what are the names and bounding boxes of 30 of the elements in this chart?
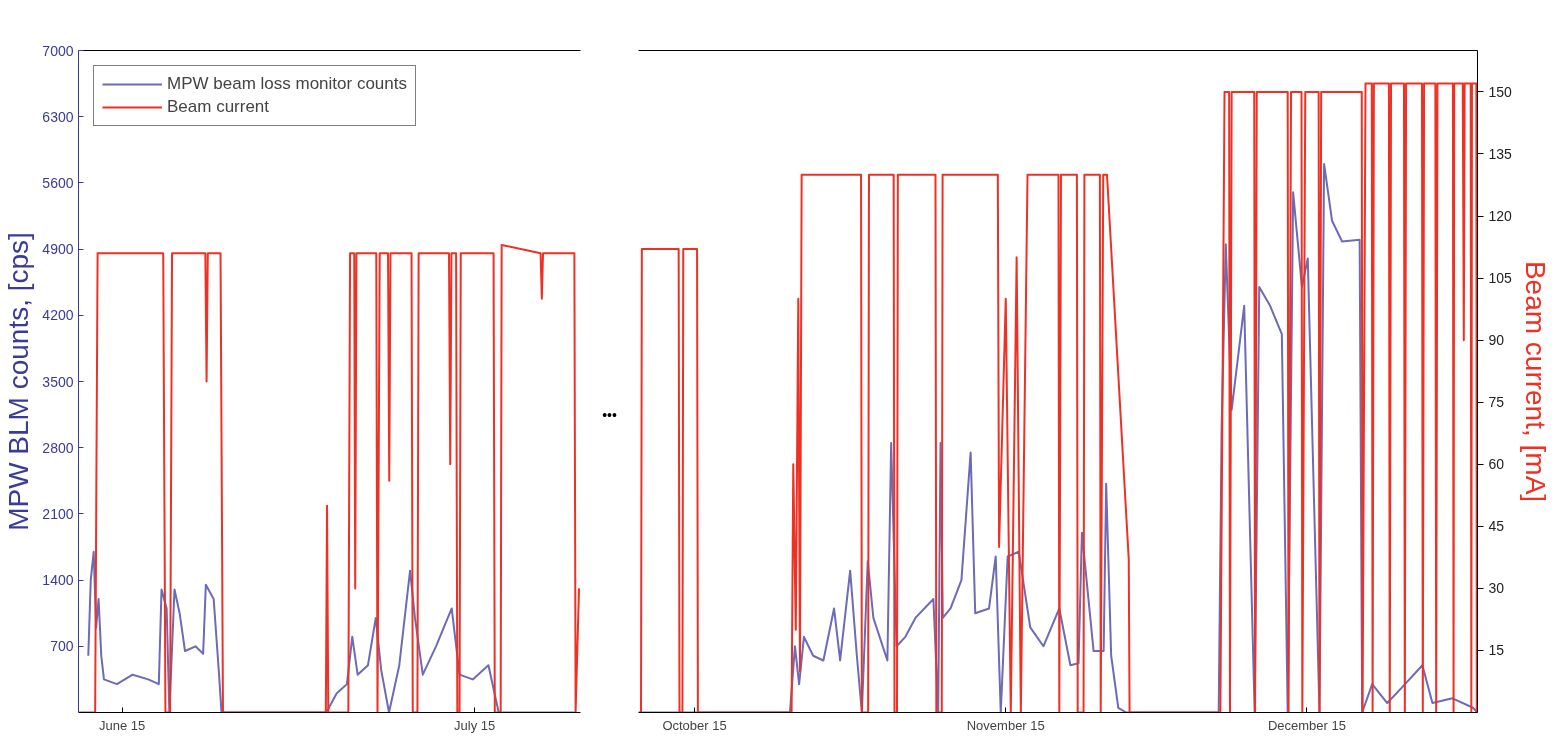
y2-axis-title: Beam current, [mA] — [1519, 260, 1551, 503]
y-tick-label: 3500 — [42, 373, 74, 390]
legend-label: MPW beam loss monitor counts — [167, 74, 407, 94]
y-axis-title: MPW BLM counts, [cps] — [3, 232, 35, 531]
y-tick-label: 4200 — [42, 307, 74, 324]
x-tick-label: July 15 — [454, 717, 496, 733]
y-tick-label: 5600 — [42, 174, 74, 191]
y2-tick-label: 105 — [1488, 270, 1513, 287]
text: ••• — [602, 406, 617, 423]
y2-tick-label: 120 — [1488, 208, 1513, 224]
y-tick-label: 1400 — [42, 572, 74, 589]
y-tick-label: 700 — [50, 638, 74, 655]
legend-label: Beam current — [167, 97, 270, 117]
y2-tick-label: 90 — [1488, 332, 1505, 349]
y2-tick-label: 75 — [1488, 394, 1505, 411]
x-tick-label: June 15 — [98, 717, 146, 733]
y-tick-label: 4900 — [42, 241, 74, 258]
y-tick-label: 2800 — [42, 439, 74, 456]
y2-tick-label: 60 — [1488, 456, 1505, 473]
y-tick-label: 7000 — [42, 42, 74, 59]
x-tick-label: December 15 — [1267, 717, 1346, 733]
x-tick-label: October 15 — [662, 717, 727, 733]
y2-tick-label: 45 — [1488, 518, 1505, 535]
y2-tick-label: 30 — [1488, 580, 1505, 597]
y-tick-label: 6300 — [42, 108, 74, 125]
y-tick-label: 2100 — [42, 505, 74, 522]
y2-tick-label: 135 — [1488, 145, 1513, 162]
x-tick-label: November 15 — [966, 717, 1045, 733]
y2-tick-label: 150 — [1488, 83, 1513, 100]
y2-tick-label: 15 — [1488, 642, 1505, 659]
